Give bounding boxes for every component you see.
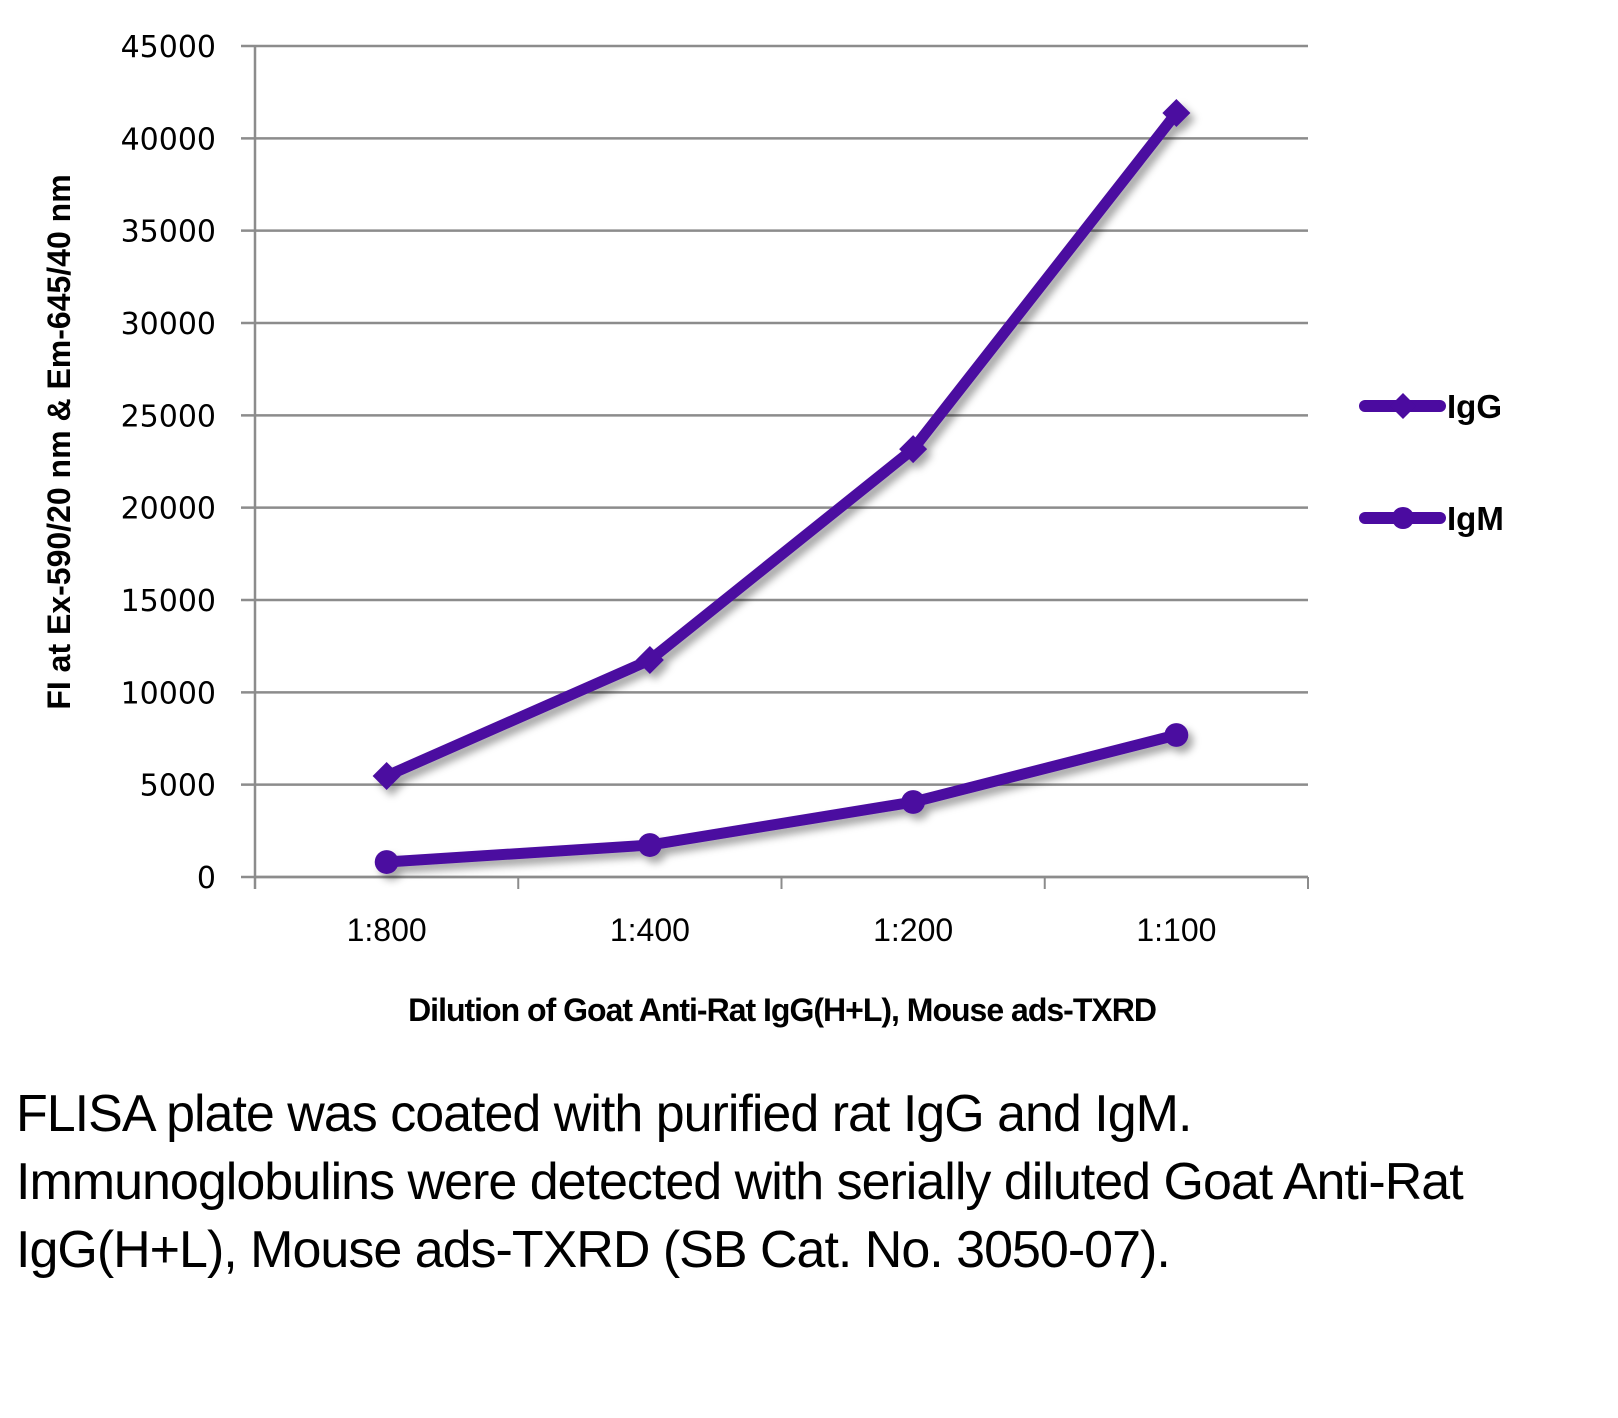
- data-point: [1164, 723, 1189, 747]
- x-tick-label: 1:100: [1136, 912, 1216, 948]
- y-tick-label: 5000: [140, 769, 216, 804]
- gridlines: [241, 44, 1308, 879]
- y-tick-label: 30000: [121, 307, 216, 342]
- x-tick-label: 1:400: [610, 912, 690, 948]
- line-chart: 0 5000 10000 15000 20000 25000 30000 35000 40000…: [41, 30, 1504, 1028]
- data-point: [372, 761, 401, 790]
- legend-marker: [1391, 506, 1415, 530]
- legend-item-igg: IgG: [1359, 388, 1502, 425]
- legend-label: IgM: [1447, 500, 1504, 537]
- series-layer: [372, 99, 1191, 874]
- data-point: [635, 646, 664, 675]
- data-point: [637, 833, 662, 857]
- y-tick-label: 0: [197, 861, 216, 896]
- y-tick-label: 45000: [121, 30, 216, 65]
- y-tick-label: 10000: [121, 676, 216, 711]
- y-axis-ticks: 0 5000 10000 15000 20000 25000 30000 35000 40000…: [121, 30, 216, 896]
- x-tick-label: 1:200: [873, 912, 953, 948]
- legend-marker: [1390, 393, 1416, 419]
- legend-item-igm: IgM: [1359, 500, 1504, 537]
- series-igg: [372, 99, 1191, 790]
- data-point: [901, 790, 926, 814]
- y-axis-title: FI at Ex-590/20 nm & Em-645/40 nm: [41, 174, 77, 709]
- series-line: [381, 107, 1182, 782]
- y-tick-label: 20000: [121, 492, 216, 527]
- figure-caption: FLISA plate was coated with purified rat…: [16, 1085, 1464, 1279]
- x-tick-label: 1:800: [347, 912, 427, 948]
- data-point: [899, 435, 928, 464]
- legend-label: IgG: [1447, 388, 1502, 425]
- legend: IgG IgM: [1359, 388, 1504, 537]
- series-igm: [374, 723, 1189, 874]
- y-tick-label: 15000: [121, 584, 216, 619]
- data-point: [374, 850, 399, 874]
- x-axis: 1:800 1:400 1:200 1:100: [253, 46, 1309, 948]
- data-point: [1162, 99, 1191, 128]
- y-tick-label: 40000: [121, 122, 216, 157]
- x-axis-title: Dilution of Goat Anti-Rat IgG(H+L), Mous…: [408, 992, 1156, 1028]
- y-tick-label: 35000: [121, 215, 216, 250]
- y-tick-label: 25000: [121, 399, 216, 434]
- series-line: [381, 729, 1182, 868]
